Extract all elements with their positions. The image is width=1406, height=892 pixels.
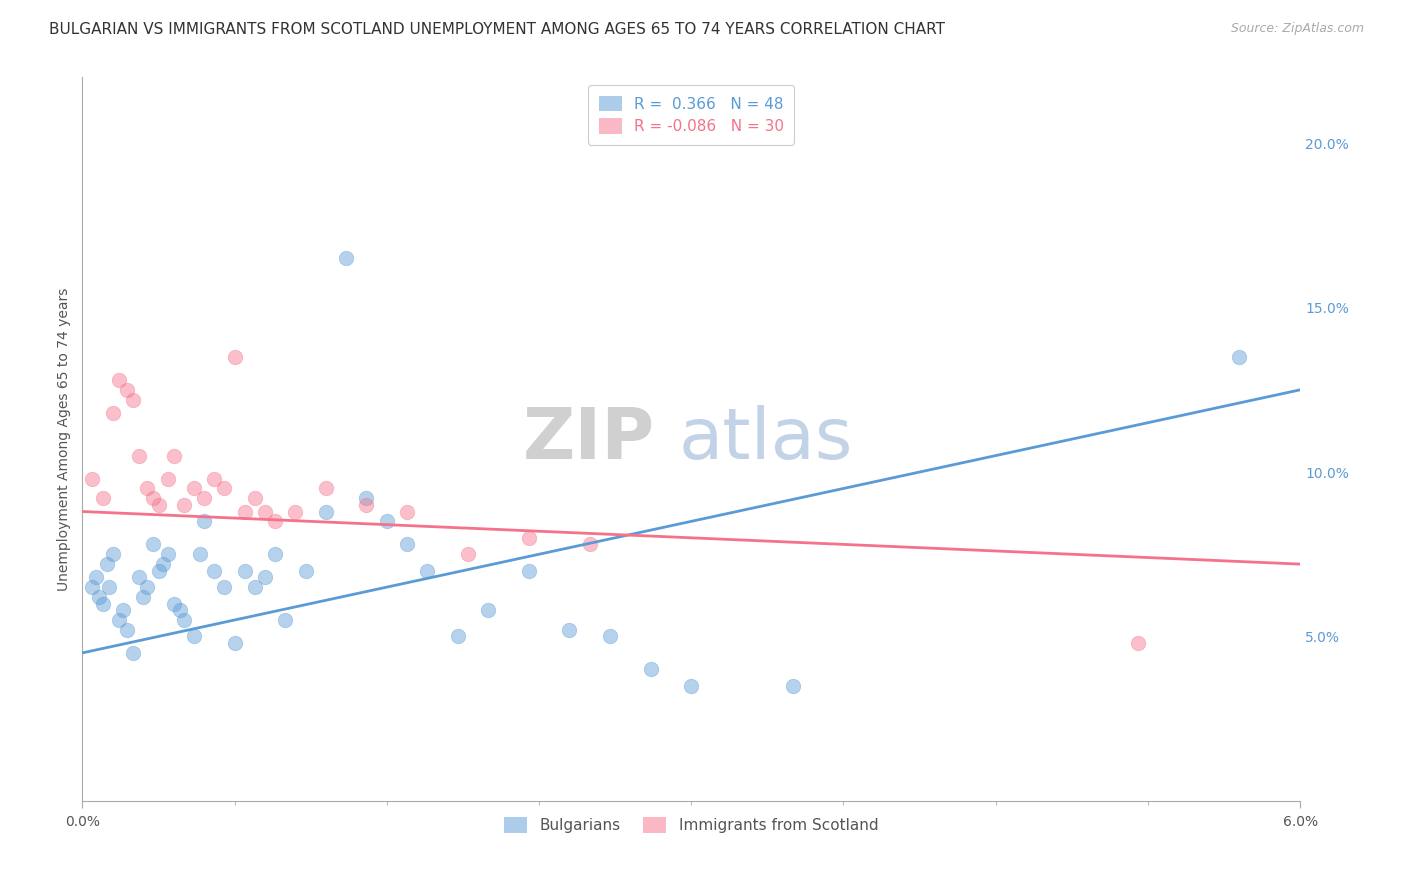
Point xyxy=(115,383,138,397)
Point xyxy=(447,630,470,644)
Text: BULGARIAN VS IMMIGRANTS FROM SCOTLAND UNEMPLOYMENT AMONG AGES 65 TO 74 YEARS COR: BULGARIAN VS IMMIGRANTS FROM SCOTLAND UN… xyxy=(49,22,945,37)
Point xyxy=(169,603,191,617)
Point xyxy=(136,482,159,496)
Point xyxy=(233,504,256,518)
Point xyxy=(91,491,114,506)
Point xyxy=(375,514,398,528)
Point xyxy=(97,580,120,594)
Point xyxy=(264,547,287,561)
Text: Source: ZipAtlas.com: Source: ZipAtlas.com xyxy=(1230,22,1364,36)
Point xyxy=(640,662,662,676)
Point xyxy=(122,646,145,660)
Point xyxy=(142,491,165,506)
Point xyxy=(136,580,159,594)
Point xyxy=(264,514,287,528)
Point xyxy=(173,498,195,512)
Point xyxy=(517,564,540,578)
Point xyxy=(243,580,266,594)
Point xyxy=(193,514,215,528)
Point xyxy=(681,679,703,693)
Point xyxy=(183,482,205,496)
Point xyxy=(294,564,316,578)
Point xyxy=(395,504,418,518)
Point xyxy=(173,613,195,627)
Point xyxy=(111,603,134,617)
Point xyxy=(599,630,621,644)
Point xyxy=(477,603,499,617)
Point xyxy=(122,392,145,407)
Point xyxy=(128,570,150,584)
Point xyxy=(356,498,378,512)
Point xyxy=(315,482,337,496)
Point xyxy=(82,580,104,594)
Point xyxy=(82,472,104,486)
Point xyxy=(132,590,155,604)
Point xyxy=(558,623,581,637)
Point xyxy=(214,580,236,594)
Point xyxy=(101,406,124,420)
Point xyxy=(253,504,276,518)
Point xyxy=(193,491,215,506)
Point xyxy=(156,547,179,561)
Point xyxy=(457,547,479,561)
Point xyxy=(148,498,170,512)
Point xyxy=(101,547,124,561)
Point xyxy=(96,557,118,571)
Point xyxy=(1126,636,1149,650)
Point xyxy=(108,613,131,627)
Point xyxy=(233,564,256,578)
Legend: Bulgarians, Immigrants from Scotland: Bulgarians, Immigrants from Scotland xyxy=(494,806,889,844)
Point xyxy=(202,564,225,578)
Point xyxy=(87,590,110,604)
Point xyxy=(128,449,150,463)
Point xyxy=(1227,350,1250,364)
Point xyxy=(224,350,246,364)
Point xyxy=(156,472,179,486)
Point xyxy=(115,623,138,637)
Point xyxy=(578,537,600,551)
Point xyxy=(335,252,357,266)
Point xyxy=(202,472,225,486)
Point xyxy=(356,491,378,506)
Point xyxy=(782,679,804,693)
Point xyxy=(274,613,297,627)
Point xyxy=(152,557,174,571)
Point xyxy=(315,504,337,518)
Point xyxy=(284,504,307,518)
Point xyxy=(253,570,276,584)
Y-axis label: Unemployment Among Ages 65 to 74 years: Unemployment Among Ages 65 to 74 years xyxy=(58,287,72,591)
Point xyxy=(395,537,418,551)
Point xyxy=(148,564,170,578)
Point xyxy=(162,597,184,611)
Point xyxy=(108,373,131,387)
Point xyxy=(214,482,236,496)
Point xyxy=(416,564,439,578)
Point xyxy=(243,491,266,506)
Text: ZIP: ZIP xyxy=(523,405,655,474)
Point xyxy=(91,597,114,611)
Point xyxy=(517,531,540,545)
Point xyxy=(224,636,246,650)
Point xyxy=(183,630,205,644)
Point xyxy=(162,449,184,463)
Point xyxy=(142,537,165,551)
Point xyxy=(86,570,108,584)
Text: atlas: atlas xyxy=(679,405,853,474)
Point xyxy=(188,547,211,561)
